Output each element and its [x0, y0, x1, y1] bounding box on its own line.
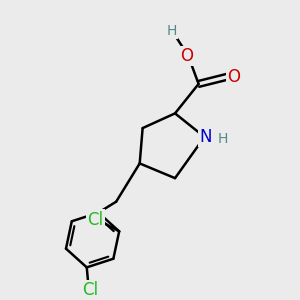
Text: O: O — [227, 68, 240, 85]
Text: H: H — [167, 24, 177, 38]
Text: Cl: Cl — [82, 281, 98, 299]
Text: N: N — [200, 128, 212, 146]
Text: O: O — [180, 47, 193, 65]
Text: Cl: Cl — [88, 211, 104, 229]
Text: H: H — [218, 132, 228, 146]
